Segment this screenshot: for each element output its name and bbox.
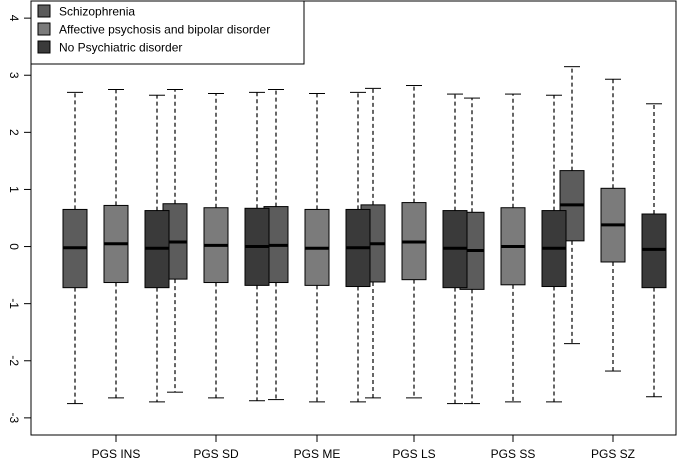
- box-4-1: [500, 93, 526, 403]
- legend-swatch-1: [37, 22, 51, 36]
- y-axis: -3 -2 -1 0 1 2 3 4: [7, 15, 31, 424]
- box-2-2: [345, 91, 371, 403]
- x-tick-label-3: PGS LS: [392, 447, 435, 461]
- box-1-1: [203, 93, 229, 399]
- box-4-2: [541, 94, 567, 403]
- box-1-2: [244, 91, 270, 402]
- y-tick-label--3: -3: [7, 413, 21, 424]
- legend-label-2: No Psychiatric disorder: [59, 41, 182, 55]
- legend-label-0: Schizophrenia: [59, 5, 135, 19]
- box-0-2: [144, 94, 170, 403]
- y-tick-label-0: 0: [7, 243, 21, 250]
- x-tick-label-1: PGS SD: [193, 447, 239, 461]
- y-tick-label-2: 2: [7, 129, 21, 136]
- x-tick-label-0: PGS INS: [92, 447, 141, 461]
- box-5-1: [600, 78, 626, 372]
- x-axis: PGS INS PGS SD PGS ME PGS LS PGS SS PGS SZ: [92, 435, 635, 461]
- boxes-layer: [62, 66, 667, 405]
- legend-label-1: Affective psychosis and bipolar disorder: [59, 23, 270, 37]
- y-tick-label-4: 4: [7, 15, 21, 22]
- x-tick-label-5: PGS SZ: [591, 447, 635, 461]
- x-tick-label-2: PGS ME: [294, 447, 341, 461]
- legend-swatch-2: [37, 40, 51, 54]
- x-tick-label-4: PGS SS: [491, 447, 536, 461]
- box-3-1: [401, 85, 427, 399]
- box-3-2: [442, 93, 468, 405]
- legend-frame: [30, 0, 305, 65]
- y-tick-label--1: -1: [7, 298, 21, 309]
- box-5-2: [641, 103, 667, 398]
- y-tick-label-1: 1: [7, 186, 21, 193]
- plot-frame: [30, 0, 677, 436]
- y-tick-label--2: -2: [7, 355, 21, 366]
- box-2-1: [304, 93, 330, 403]
- box-0-0: [62, 91, 88, 405]
- box-0-1: [103, 89, 129, 399]
- y-tick-label-3: 3: [7, 72, 21, 79]
- legend: Schizophrenia Affective psychosis and bip…: [30, 0, 305, 65]
- legend-swatch-0: [37, 4, 51, 18]
- box-5-0: [559, 66, 585, 345]
